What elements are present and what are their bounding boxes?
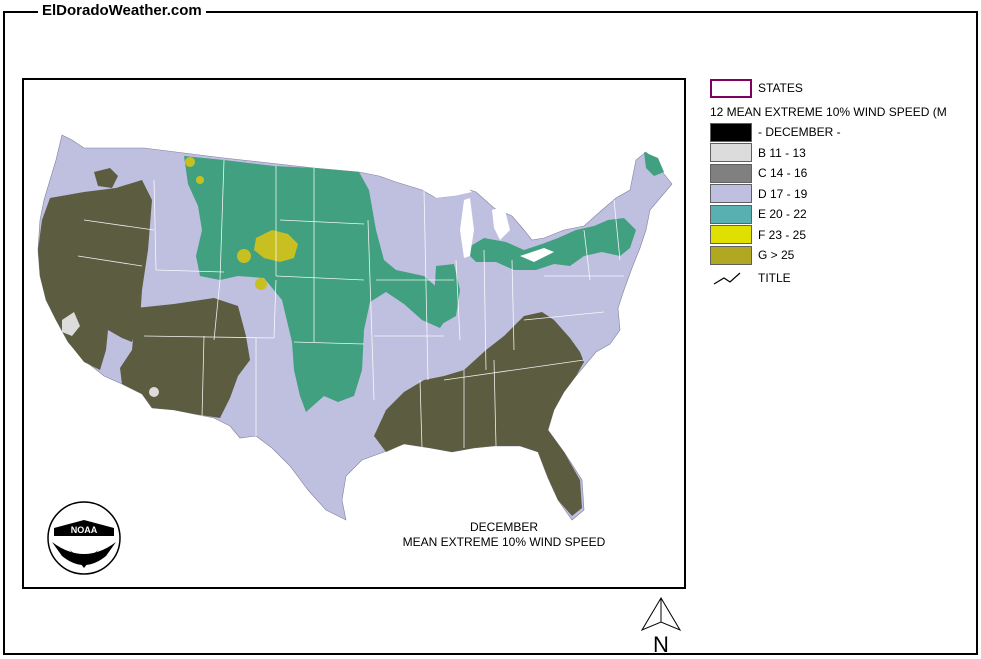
line-icon xyxy=(713,272,741,285)
zone-f-spot-4 xyxy=(196,176,204,184)
compass-label: N xyxy=(653,632,669,657)
legend-swatch xyxy=(710,204,752,224)
legend: STATES 12 MEAN EXTREME 10% WIND SPEED (M… xyxy=(710,78,981,293)
legend-title-label: TITLE xyxy=(758,271,791,285)
lake-huron xyxy=(492,206,510,240)
map-panel: NOAA DECEMBER MEAN EXTREME 10% WIND SPEE… xyxy=(22,78,686,589)
legend-item-label: G > 25 xyxy=(758,248,795,262)
zone-e-great-lakes xyxy=(464,218,636,270)
legend-item[interactable]: B 11 - 13 xyxy=(710,143,806,163)
legend-item-label: E 20 - 22 xyxy=(758,207,807,221)
caption-month: DECEMBER xyxy=(469,520,538,534)
lake-erie xyxy=(520,248,554,262)
legend-swatch xyxy=(710,225,752,244)
legend-item-label: - DECEMBER - xyxy=(758,125,841,139)
legend-swatch xyxy=(710,163,752,183)
legend-item[interactable]: - DECEMBER - xyxy=(710,122,841,142)
legend-item[interactable]: C 14 - 16 xyxy=(710,163,807,183)
legend-swatch xyxy=(710,245,752,265)
legend-item[interactable]: F 23 - 25 xyxy=(710,225,806,245)
legend-title[interactable]: TITLE xyxy=(710,268,791,288)
legend-item-label: B 11 - 13 xyxy=(758,145,806,160)
zone-f-spot-3 xyxy=(185,157,195,167)
zone-g-oregon-inset xyxy=(94,168,118,188)
legend-swatch xyxy=(710,122,752,142)
zone-e-illinois xyxy=(434,264,460,324)
page-frame xyxy=(3,11,978,655)
zone-g-southeast xyxy=(374,312,584,516)
legend-heading-label: 12 MEAN EXTREME 10% WIND SPEED (M xyxy=(710,105,947,119)
legend-item-label: F 23 - 25 xyxy=(758,227,807,242)
caption-title: MEAN EXTREME 10% WIND SPEED xyxy=(402,535,606,549)
legend-swatch xyxy=(710,143,752,162)
legend-swatch xyxy=(710,184,752,203)
noaa-logo: NOAA xyxy=(47,501,121,575)
zone-b-spot-1 xyxy=(149,387,159,397)
zone-e-northern-plains xyxy=(184,156,448,412)
zone-f-spot-2 xyxy=(255,278,267,290)
legend-item[interactable]: G > 25 xyxy=(710,245,794,265)
legend-states[interactable]: STATES xyxy=(710,78,803,98)
lake-superior xyxy=(424,180,472,198)
legend-states-label: STATES xyxy=(758,81,803,95)
legend-item-label: D 17 - 19 xyxy=(758,186,808,201)
legend-item[interactable]: D 17 - 19 xyxy=(710,184,807,204)
zone-e-new-england xyxy=(644,152,664,176)
north-arrow-icon: N xyxy=(640,597,682,657)
map-caption: DECEMBER MEAN EXTREME 10% WIND SPEED xyxy=(344,520,664,550)
legend-states-swatch xyxy=(710,78,752,98)
legend-item[interactable]: E 20 - 22 xyxy=(710,204,807,224)
state-boundaries xyxy=(77,159,624,449)
legend-item-label: C 14 - 16 xyxy=(758,166,808,180)
zone-b-california xyxy=(62,312,80,336)
zone-f-spot-1 xyxy=(237,249,251,263)
lake-michigan xyxy=(460,198,474,258)
site-title[interactable]: ElDoradoWeather.com xyxy=(38,2,206,20)
noaa-logo-text: NOAA xyxy=(71,525,98,535)
legend-heading: 12 MEAN EXTREME 10% WIND SPEED (M xyxy=(710,102,947,122)
us-wind-map: NOAA xyxy=(37,134,673,575)
